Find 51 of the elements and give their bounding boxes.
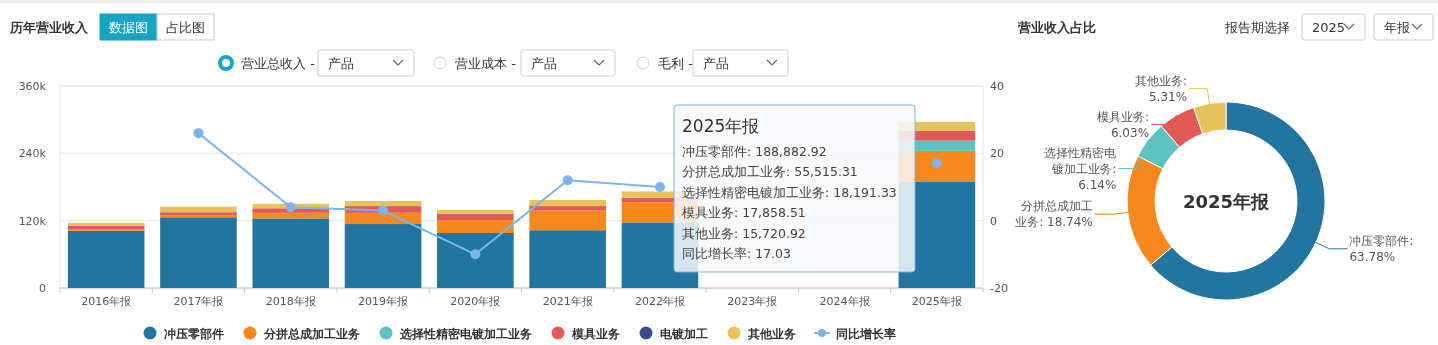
x-tick-label: 2019年报 [358,295,409,308]
y-tick-label: 240k [18,147,47,161]
annotation: 选择性精密电镀加工业务: 18,191.33 [682,184,897,200]
annotation: 同比增长率: 17.03 [682,246,791,261]
slice-label: 模具业务: 6.03% [1097,109,1150,140]
x-tick-label: 2018年报 [265,295,316,308]
x-tick-label: 2023年报 [727,295,778,308]
text: 营业成本 - [455,56,517,71]
y2-tick-label: 0 [990,214,997,228]
legend-label: 同比增长率 [836,326,896,341]
x-tick-label: 2024年报 [819,295,870,308]
text: 产品 [703,56,729,71]
text: 2025年报 [1182,191,1271,212]
chart-title: 历年营业收入 [9,20,89,35]
annotation: 分拼总成加工业务: 55,515.31 [682,164,858,179]
x-tick-label: 2022年报 [634,295,685,308]
annotation: 其他业务: 15,720.92 [682,225,806,241]
text: 产品 [531,56,557,71]
y-tick-label: 0 [39,282,46,295]
x-tick-label: 2017年报 [173,295,224,308]
y2-tick-label: 40 [990,80,1004,93]
legend-label: 电镀加工 [660,326,708,341]
y-tick-label: 360k [18,80,47,93]
text: 2025 [1312,20,1346,35]
text: 产品 [328,56,354,71]
x-tick-label: 2021年报 [542,295,593,308]
legend-label: 模具业务 [571,326,620,341]
annotation: 冲压零部件: 188,882.92 [682,143,827,159]
legend-label: 冲压零部件 [164,326,224,341]
chart-title: 营业收入占比 [1017,20,1096,35]
legend-label: 其他业务 [747,326,796,341]
slice-label: 其他业务: 5.31% [1135,73,1188,104]
text: 报告期选择 [1224,20,1290,35]
text: 营业总收入 - [241,56,316,71]
slice-label: 选择性精密电镀加工业务: 6.14% [1044,145,1117,192]
y2-tick-label: -20 [990,282,1008,295]
annotation: 2025年报 [682,116,760,136]
legend-label: 分拼总成加工业务 [263,326,360,341]
x-tick-label: 2016年报 [81,295,132,308]
text: 数据图 [109,20,148,35]
text: 毛利 - [658,56,694,71]
slice-label: 冲压零部件: 63.78% [1349,233,1414,264]
legend-label: 选择性精密电镀加工业务 [399,326,532,341]
slice-label: 分拼总成加工业务: 18.74% [1015,199,1093,230]
annotation: 模具业务: 17,858.51 [682,205,806,220]
text: 占比图 [166,20,205,35]
x-tick-label: 2025年报 [911,295,962,308]
y2-tick-label: 20 [990,147,1004,161]
text: 年报 [1384,20,1410,35]
x-tick-label: 2020年报 [450,295,501,308]
y-tick-label: 120k [18,214,47,228]
